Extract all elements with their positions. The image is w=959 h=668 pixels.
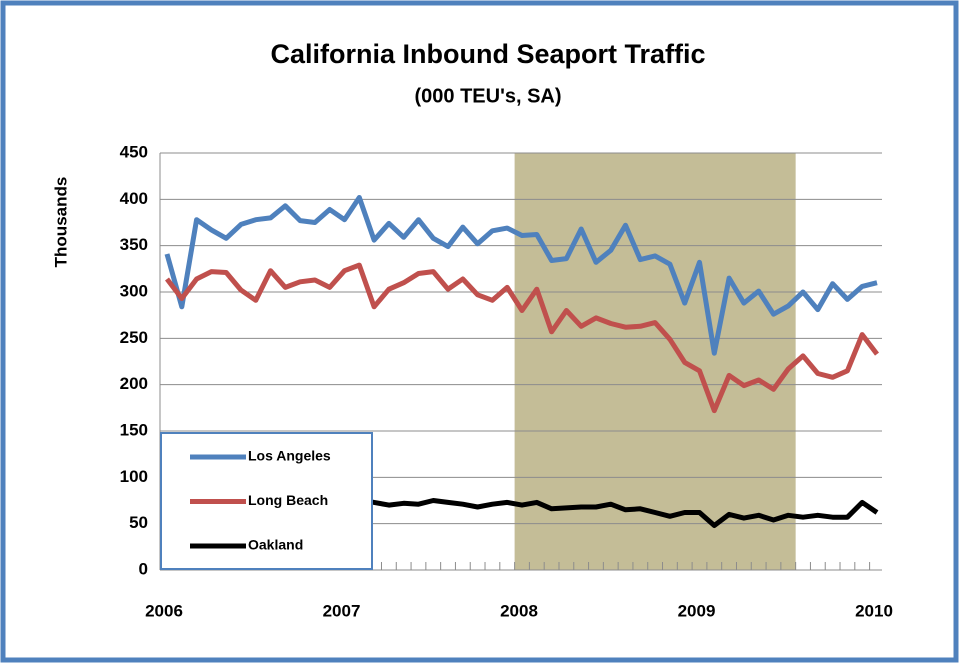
line-series (164, 195, 878, 356)
y-tick-label: 50 (129, 513, 148, 532)
y-tick-label: 100 (120, 467, 148, 486)
y-tick-label: 400 (120, 189, 148, 208)
x-tick-label: 2007 (323, 601, 361, 620)
chart-subtitle: (000 TEU's, SA) (414, 85, 561, 107)
y-tick-label: 150 (120, 420, 148, 439)
x-tick-label: 2009 (678, 601, 716, 620)
y-tick-label: 250 (120, 328, 148, 347)
x-tick-label: 2010 (855, 601, 893, 620)
y-tick-label: 450 (120, 142, 148, 161)
y-tick-label: 200 (120, 374, 148, 393)
y-tick-label: 350 (120, 235, 148, 254)
line-series (165, 262, 879, 414)
legend-label: Long Beach (248, 492, 328, 508)
legend-label: Los Angeles (248, 448, 331, 464)
x-tick-label: 2008 (500, 601, 538, 620)
legend-label: Oakland (248, 537, 303, 553)
chart-title: California Inbound Seaport Traffic (270, 39, 705, 69)
shaded-span (514, 153, 796, 570)
y-axis-title: Thousands (51, 177, 70, 268)
y-tick-label: 300 (120, 281, 148, 300)
x-tick-label: 2006 (145, 601, 183, 620)
y-tick-label: 0 (139, 559, 148, 578)
